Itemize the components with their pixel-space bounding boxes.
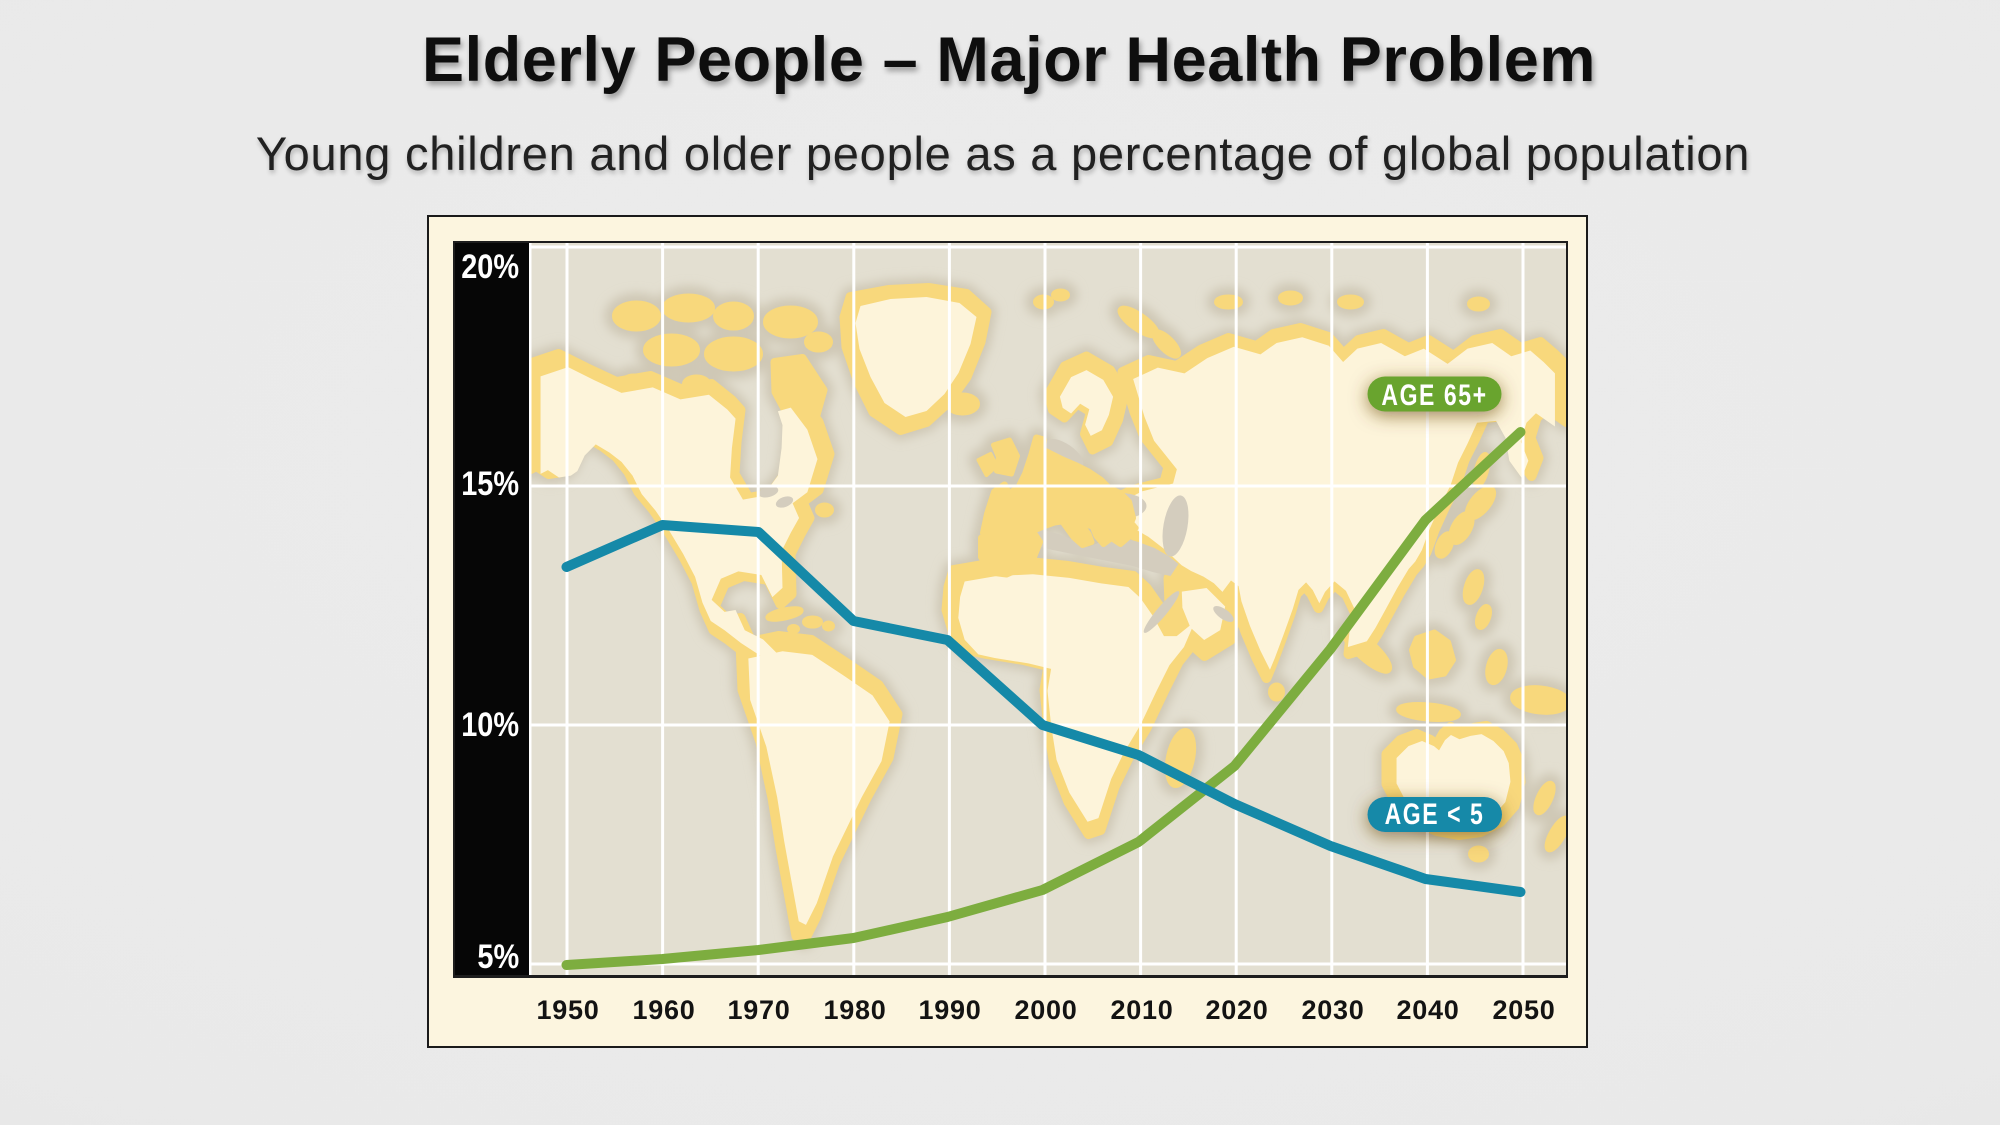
svg-text:AGE 65+: AGE 65+ xyxy=(1381,378,1487,411)
svg-text:AGE < 5: AGE < 5 xyxy=(1385,797,1485,830)
